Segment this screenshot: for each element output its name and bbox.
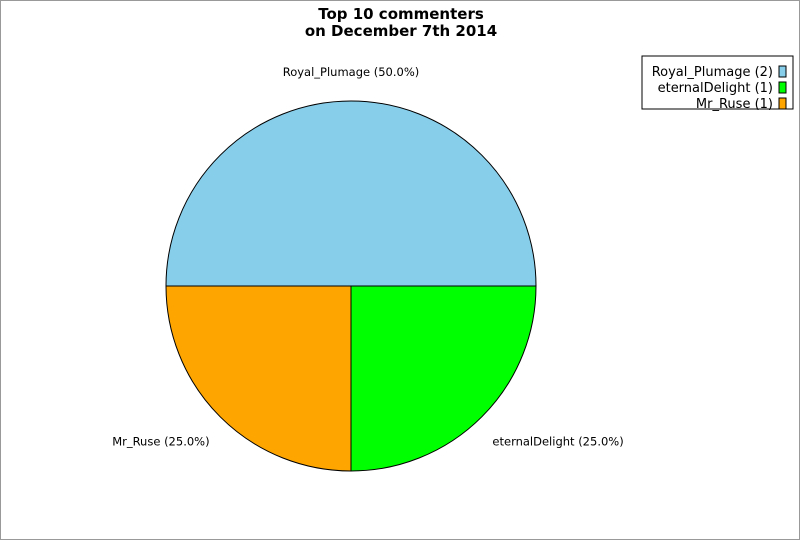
slice-label: eternalDelight (25.0%) (492, 434, 623, 448)
chart-title-line-1: Top 10 commenters (318, 5, 484, 23)
legend-label: Royal_Plumage (2) (652, 65, 773, 80)
legend: Royal_Plumage (2)eternalDelight (1)Mr_Ru… (641, 55, 794, 112)
pie-slice (165, 100, 537, 287)
legend-label: Mr_Ruse (1) (696, 97, 773, 112)
pie-slice (165, 285, 352, 472)
legend-swatch (778, 65, 787, 78)
legend-swatch (778, 97, 787, 110)
slice-label: Mr_Ruse (25.0%) (112, 434, 209, 448)
legend-label: eternalDelight (1) (658, 81, 773, 96)
pie-slice (350, 285, 537, 472)
legend-swatch (778, 81, 787, 94)
chart-title-line-2: on December 7th 2014 (305, 22, 497, 40)
slice-label: Royal_Plumage (50.0%) (283, 65, 420, 79)
